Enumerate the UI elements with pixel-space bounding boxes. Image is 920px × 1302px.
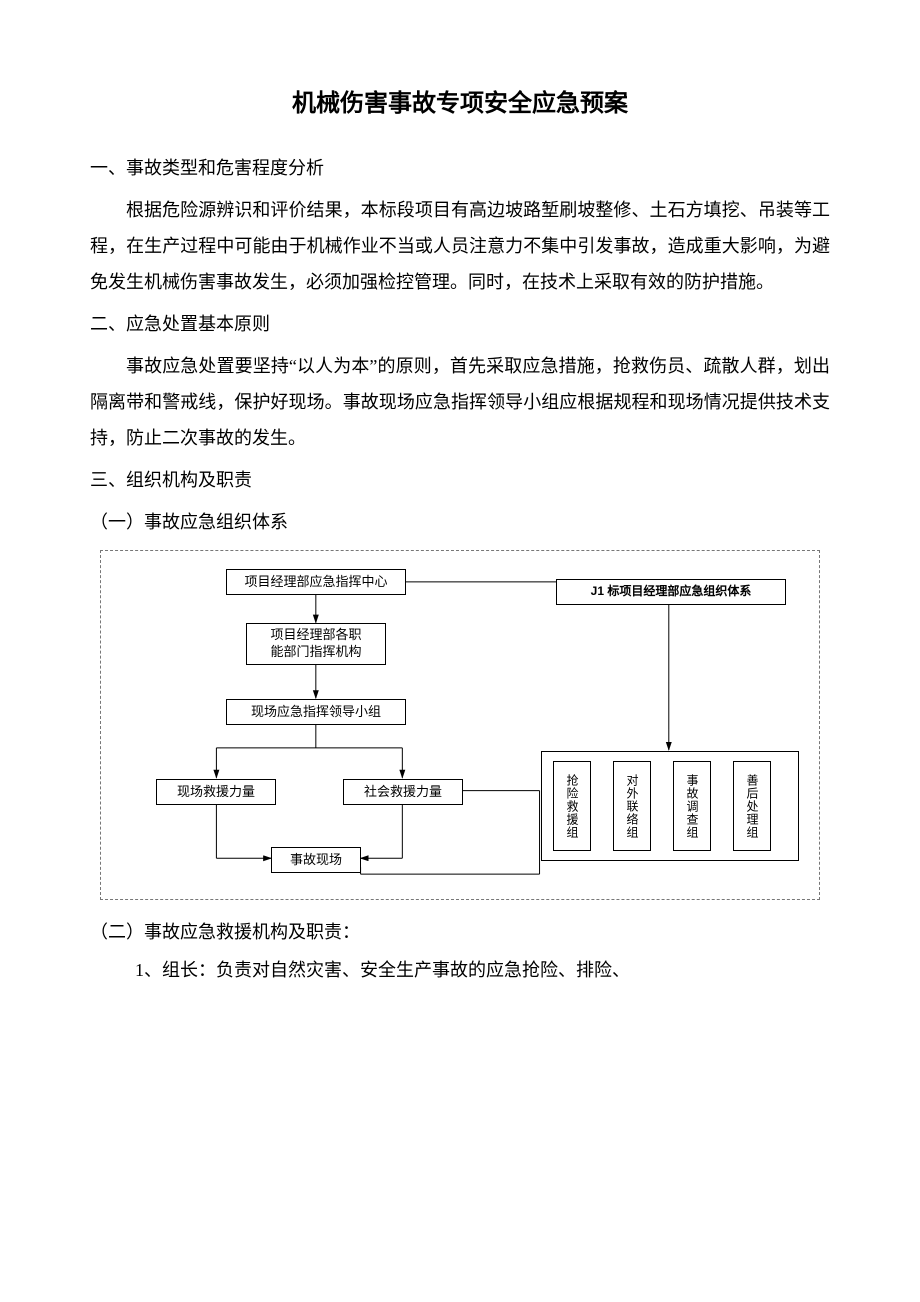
node-dept-command: 项目经理部各职 能部门指挥机构	[246, 623, 386, 665]
section-3-item1: 1、组长：负责对自然灾害、安全生产事故的应急抢险、排险、	[90, 952, 830, 988]
node-command-center: 项目经理部应急指挥中心	[226, 569, 406, 595]
group-rescue: 抢险救援组	[553, 761, 591, 851]
page-title: 机械伤害事故专项安全应急预案	[90, 80, 830, 128]
section-2-heading: 二、应急处置基本原则	[90, 306, 830, 342]
group-aftermath: 善后处理组	[733, 761, 771, 851]
section-3-sub1: （一）事故应急组织体系	[90, 504, 830, 540]
section-1-heading: 一、事故类型和危害程度分析	[90, 150, 830, 186]
node-incident-site: 事故现场	[271, 847, 361, 873]
chart-title-box: J1 标项目经理部应急组织体系	[556, 579, 786, 605]
org-flowchart: 项目经理部应急指挥中心 项目经理部各职 能部门指挥机构 现场应急指挥领导小组 现…	[100, 550, 820, 900]
section-2-body: 事故应急处置要坚持“以人为本”的原则，首先采取应急措施，抢救伤员、疏散人群，划出…	[90, 348, 830, 456]
section-3-sub2: （二）事故应急救援机构及职责：	[90, 914, 830, 950]
document-body: 机械伤害事故专项安全应急预案 一、事故类型和危害程度分析 根据危险源辨识和评价结…	[90, 80, 830, 988]
node-onsite-rescue: 现场救援力量	[156, 779, 276, 805]
node-onsite-leaders: 现场应急指挥领导小组	[226, 699, 406, 725]
node-social-rescue: 社会救援力量	[343, 779, 463, 805]
section-1-body: 根据危险源辨识和评价结果，本标段项目有高边坡路堑刷坡整修、土石方填挖、吊装等工程…	[90, 192, 830, 300]
group-investigate: 事故调查组	[673, 761, 711, 851]
section-3-heading: 三、组织机构及职责	[90, 462, 830, 498]
group-liaison: 对外联络组	[613, 761, 651, 851]
